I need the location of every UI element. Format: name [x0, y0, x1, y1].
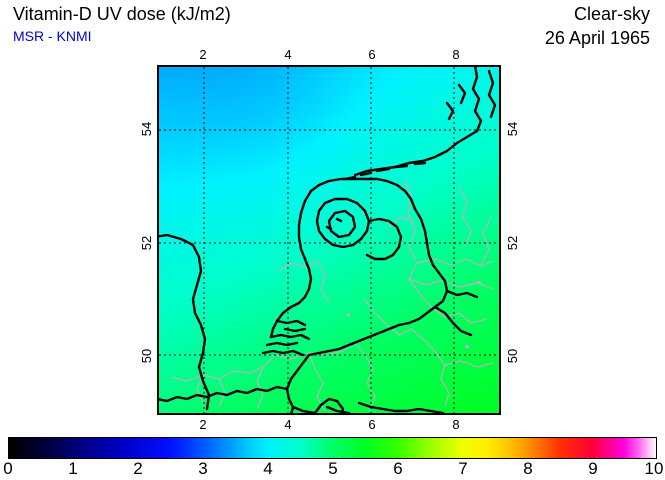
lon-tick-bottom-6: 6	[368, 417, 376, 432]
grid-layer	[159, 67, 499, 413]
colorbar-tick-7: 7	[458, 459, 468, 478]
colorbar-tick-labels: 0 1 2 3 4 5 6 7 8 9 10	[3, 459, 663, 480]
colorbar-gradient	[8, 437, 657, 459]
colorbar-tick-6: 6	[393, 459, 403, 478]
lat-tick-left-52: 52	[139, 235, 154, 251]
source-label: MSR - KNMI	[13, 28, 92, 44]
internal-borders-layer	[170, 178, 494, 412]
lon-tick-bottom-2: 2	[199, 417, 207, 432]
coastline-layer	[159, 67, 497, 413]
lon-tick-top-8: 8	[452, 47, 460, 62]
colorbar-tick-1: 1	[68, 459, 78, 478]
colorbar-tick-9: 9	[588, 459, 598, 478]
date-label: 26 April 1965	[544, 28, 650, 48]
sky-condition-label: Clear-sky	[573, 4, 650, 24]
lon-tick-top-4: 4	[284, 47, 292, 62]
page-title: Vitamin-D UV dose (kJ/m2)	[13, 4, 231, 24]
map-overlay	[159, 67, 499, 413]
lat-tick-right-54: 54	[505, 121, 520, 137]
colorbar-tick-5: 5	[328, 459, 338, 478]
inland-water-marks	[347, 281, 481, 348]
colorbar-tick-4: 4	[263, 459, 273, 478]
colorbar-tick-3: 3	[198, 459, 208, 478]
lat-tick-right-50: 50	[505, 348, 520, 364]
colorbar-tick-8: 8	[523, 459, 533, 478]
lat-tick-left-50: 50	[139, 348, 154, 364]
lat-tick-right-52: 52	[505, 235, 520, 251]
lon-tick-bottom-8: 8	[452, 417, 460, 432]
colorbar-tick-0: 0	[3, 459, 13, 478]
colorbar-tick-10: 10	[644, 459, 664, 478]
lat-tick-left-54: 54	[139, 121, 154, 137]
lon-tick-bottom-4: 4	[284, 417, 292, 432]
map-plot-area	[157, 65, 501, 415]
colorbar-tick-2: 2	[133, 459, 143, 478]
colorbar	[8, 437, 657, 459]
lon-tick-top-6: 6	[368, 47, 376, 62]
lon-tick-top-2: 2	[199, 47, 207, 62]
